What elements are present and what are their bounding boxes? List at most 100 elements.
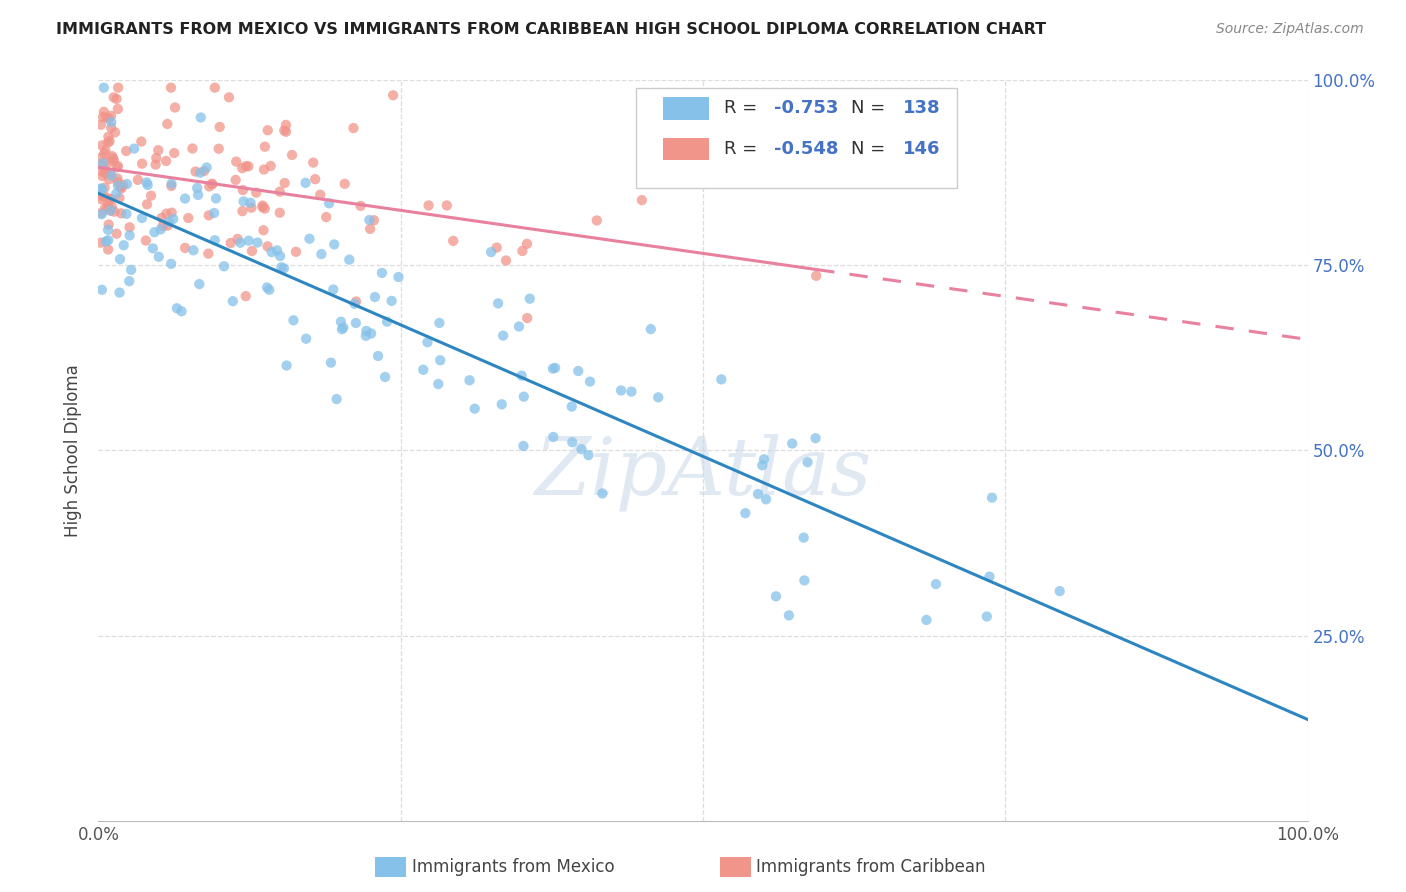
Point (91, 156, 114, 170)
Point (90, 118, 112, 132)
Point (91, 110, 114, 124)
Point (120, 263, 142, 277)
Point (516, 311, 538, 326)
Text: -0.753: -0.753 (775, 99, 839, 118)
Point (90, 157, 112, 171)
Point (90, 207, 112, 221)
Point (174, 241, 197, 255)
Point (561, 400, 583, 414)
Point (90, 206, 112, 220)
Point (561, 435, 583, 450)
Point (585, 213, 607, 227)
Point (804, 431, 827, 445)
Point (755, 492, 778, 507)
Point (513, 390, 536, 404)
Point (108, 285, 131, 300)
Point (118, 220, 141, 235)
Point (647, 390, 669, 404)
Point (94, 154, 117, 169)
Point (332, 320, 354, 334)
Point (458, 373, 481, 387)
Point (519, 292, 541, 306)
Text: Immigrants from Caribbean: Immigrants from Caribbean (756, 858, 986, 876)
Point (232, 183, 254, 197)
Point (273, 261, 295, 276)
Bar (664, 97, 709, 120)
Point (256, 280, 278, 294)
Point (294, 176, 316, 190)
Point (183, 244, 205, 258)
Point (981, 491, 1004, 505)
Point (105, 186, 128, 201)
Point (354, 328, 377, 343)
Bar (664, 138, 709, 161)
Point (93, 189, 115, 203)
Point (90, 182, 112, 196)
Point (98, 172, 121, 186)
Point (283, 313, 305, 327)
Point (204, 233, 226, 247)
Point (274, 125, 297, 139)
Point (143, 225, 166, 239)
Point (318, 196, 340, 211)
Point (94, 201, 117, 215)
Point (197, 208, 219, 222)
Point (359, 222, 381, 236)
Point (246, 235, 269, 250)
Point (90, 283, 112, 297)
Point (107, 171, 129, 186)
Point (578, 448, 600, 462)
Point (235, 159, 257, 173)
Text: -0.548: -0.548 (775, 140, 839, 158)
Point (631, 193, 654, 207)
Point (115, 207, 138, 221)
Point (135, 176, 157, 190)
Point (342, 121, 364, 136)
Point (579, 375, 602, 389)
Point (149, 222, 172, 236)
Point (90, 138, 112, 153)
Point (163, 101, 186, 115)
Point (806, 268, 828, 283)
Point (208, 120, 231, 134)
Point (276, 359, 298, 373)
Point (429, 353, 451, 368)
Point (752, 452, 775, 467)
Point (304, 172, 326, 186)
Point (160, 178, 183, 193)
Point (1049, 584, 1071, 599)
Point (100, 192, 122, 206)
Point (98, 166, 121, 180)
Point (118, 228, 141, 243)
Point (131, 211, 153, 225)
Point (976, 609, 998, 624)
Point (97, 197, 120, 211)
Point (218, 90, 240, 104)
Point (541, 361, 564, 376)
Point (212, 260, 235, 274)
Point (94, 166, 117, 180)
Point (94, 235, 117, 249)
Point (479, 245, 502, 260)
Point (266, 244, 288, 258)
Point (110, 180, 132, 194)
Point (184, 164, 207, 178)
Point (256, 239, 278, 253)
Point (260, 245, 283, 260)
Point (333, 177, 356, 191)
Point (181, 141, 204, 155)
Point (93, 104, 115, 119)
Point (256, 123, 278, 137)
Text: ZipAtlas: ZipAtlas (534, 434, 872, 511)
Point (252, 223, 274, 237)
Point (252, 198, 274, 212)
Point (94, 164, 117, 178)
Point (337, 252, 360, 267)
Point (160, 177, 183, 191)
Point (127, 173, 149, 187)
Point (375, 315, 398, 329)
Point (145, 151, 167, 165)
Point (416, 335, 439, 350)
Point (112, 238, 135, 252)
Point (238, 234, 260, 248)
